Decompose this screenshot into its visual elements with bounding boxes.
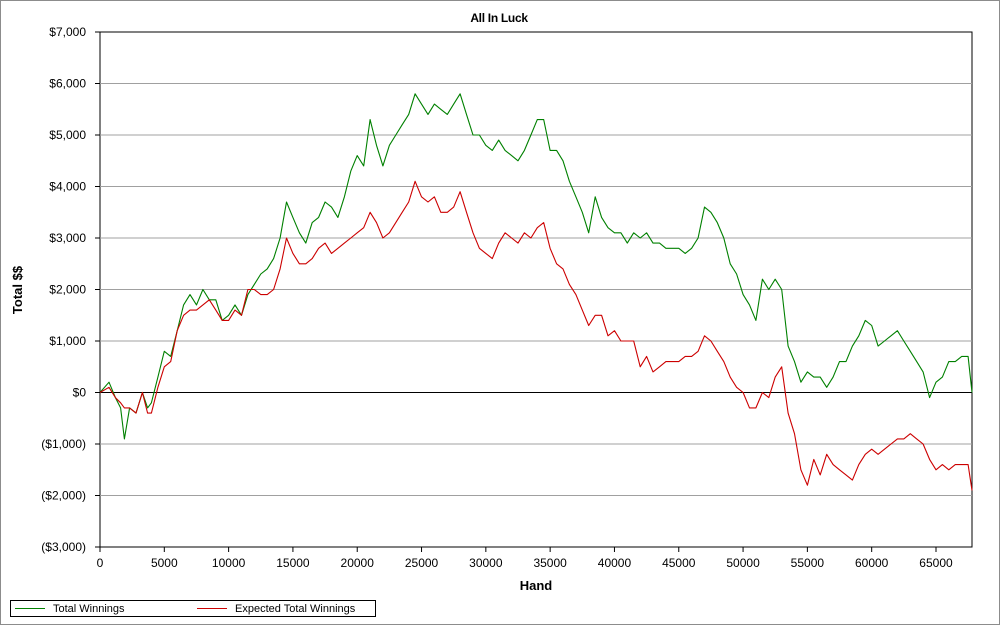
x-tick-label: 35000 (533, 556, 567, 570)
x-tick-label: 10000 (212, 556, 246, 570)
legend-label: Expected Total Winnings (235, 602, 356, 615)
y-tick-label: $1,000 (49, 334, 86, 348)
x-tick-label: 5000 (151, 556, 178, 570)
y-tick-label: $3,000 (49, 231, 86, 245)
y-tick-label: $0 (73, 386, 87, 400)
x-tick-label: 15000 (276, 556, 310, 570)
y-tick-label: $7,000 (49, 25, 86, 39)
x-tick-label: 65000 (919, 556, 953, 570)
y-tick-labels: $7,000 $6,000 $5,000 $4,000 $3,000 $2,000 $1,0… (41, 25, 100, 554)
y-tick-label: $4,000 (49, 180, 86, 194)
series-line-expected-total-winnings (99, 180, 973, 491)
y-tick-label: ($1,000) (41, 437, 86, 451)
gridlines (100, 83, 972, 496)
series-line-total-winnings (99, 93, 973, 440)
legend: Total Winnings Expected Total Winnings (10, 600, 376, 617)
x-tick-label: 30000 (469, 556, 503, 570)
x-tick-label: 45000 (662, 556, 696, 570)
y-tick-label: $5,000 (49, 128, 86, 142)
y-tick-label: ($3,000) (41, 540, 86, 554)
x-axis-title: Hand (520, 578, 553, 593)
series-group (99, 93, 973, 491)
x-tick-labels: 0 5000 10000 15000 20000 25000 30000 35000 40000… (97, 547, 953, 570)
legend-label: Total Winnings (53, 602, 125, 615)
legend-swatch-red (197, 608, 227, 609)
x-tick-label: 55000 (791, 556, 825, 570)
legend-swatch-green (15, 608, 45, 609)
x-tick-label: 50000 (726, 556, 760, 570)
x-tick-label: 0 (97, 556, 104, 570)
x-tick-label: 40000 (598, 556, 632, 570)
x-tick-label: 60000 (855, 556, 889, 570)
y-tick-label: $6,000 (49, 77, 86, 91)
legend-item-total-winnings: Total Winnings (15, 602, 125, 615)
x-tick-label: 20000 (341, 556, 375, 570)
y-tick-label: ($2,000) (41, 489, 86, 503)
x-tick-label: 25000 (405, 556, 439, 570)
legend-item-expected-total-winnings: Expected Total Winnings (197, 602, 355, 615)
y-tick-label: $2,000 (49, 283, 86, 297)
chart-title: All In Luck (470, 11, 528, 25)
y-axis-title: Total $$ (10, 265, 25, 314)
